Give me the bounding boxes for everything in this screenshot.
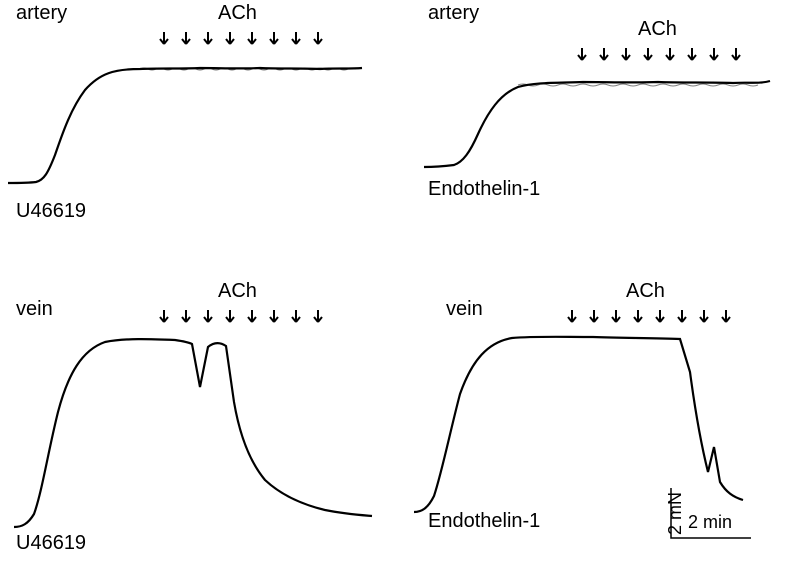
tissue-label: vein [16, 298, 53, 321]
agonist-label: Endothelin-1 [428, 178, 540, 201]
agonist-label: U46619 [16, 200, 86, 223]
tension-trace [418, 72, 778, 182]
down-arrow-icon [246, 30, 258, 52]
down-arrow-icon [312, 30, 324, 52]
ach-label: ACh [638, 18, 677, 41]
scale-force-label: 2 mN [665, 492, 686, 535]
down-arrow-icon [312, 308, 324, 330]
figure-container: artery ACh U46619 artery ACh [0, 0, 796, 574]
down-arrow-icon [268, 308, 280, 330]
ach-arrow-row [566, 308, 732, 330]
down-arrow-icon [158, 308, 170, 330]
down-arrow-icon [224, 308, 236, 330]
tension-trace [0, 55, 370, 200]
ach-label: ACh [626, 280, 665, 303]
down-arrow-icon [158, 30, 170, 52]
down-arrow-icon [268, 30, 280, 52]
down-arrow-icon [632, 308, 644, 330]
down-arrow-icon [576, 46, 588, 68]
ach-label: ACh [218, 2, 257, 25]
down-arrow-icon [664, 46, 676, 68]
down-arrow-icon [180, 30, 192, 52]
agonist-label: Endothelin-1 [428, 510, 540, 533]
ach-arrow-row [576, 46, 742, 68]
down-arrow-icon [566, 308, 578, 330]
down-arrow-icon [180, 308, 192, 330]
tension-trace [0, 332, 380, 542]
down-arrow-icon [202, 30, 214, 52]
scale-time-label: 2 min [688, 512, 732, 533]
down-arrow-icon [202, 308, 214, 330]
agonist-label: U46619 [16, 532, 86, 555]
down-arrow-icon [598, 46, 610, 68]
ach-arrow-row [158, 308, 324, 330]
panel-top-right: artery ACh Endothelin-1 [398, 0, 796, 245]
down-arrow-icon [720, 308, 732, 330]
down-arrow-icon [290, 30, 302, 52]
down-arrow-icon [676, 308, 688, 330]
down-arrow-icon [620, 46, 632, 68]
ach-label: ACh [218, 280, 257, 303]
panel-bottom-left: vein ACh U46619 [0, 280, 398, 560]
down-arrow-icon [588, 308, 600, 330]
down-arrow-icon [686, 46, 698, 68]
tissue-label: vein [446, 298, 483, 321]
down-arrow-icon [654, 308, 666, 330]
tissue-label: artery [428, 2, 479, 25]
down-arrow-icon [708, 46, 720, 68]
panel-bottom-right: vein ACh Endothelin-1 2 min 2 mN [398, 280, 796, 560]
down-arrow-icon [224, 30, 236, 52]
down-arrow-icon [698, 308, 710, 330]
down-arrow-icon [610, 308, 622, 330]
down-arrow-icon [730, 46, 742, 68]
down-arrow-icon [642, 46, 654, 68]
ach-arrow-row [158, 30, 324, 52]
down-arrow-icon [246, 308, 258, 330]
tissue-label: artery [16, 2, 67, 25]
scale-bar: 2 min 2 mN [633, 480, 763, 550]
down-arrow-icon [290, 308, 302, 330]
panel-top-left: artery ACh U46619 [0, 0, 398, 245]
